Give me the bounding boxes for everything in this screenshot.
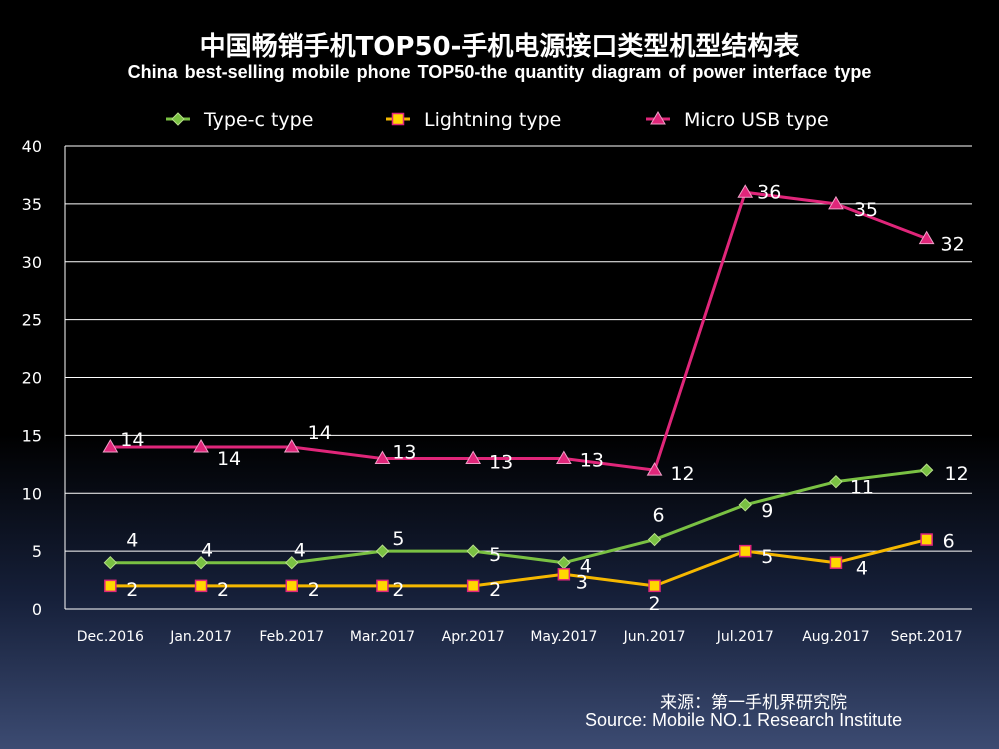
data-label-lightning: 2 xyxy=(489,579,501,601)
data-point-type-c xyxy=(829,474,843,489)
y-tick-label: 20 xyxy=(22,369,42,388)
data-label-micro-usb: 35 xyxy=(854,199,878,221)
legend-label-micro-usb: Micro USB type xyxy=(684,109,829,131)
chart-title: 中国畅销手机TOP50-手机电源接口类型机型结构表 xyxy=(199,32,800,62)
x-tick-label: Feb.2017 xyxy=(259,629,324,645)
data-label-type-c: 9 xyxy=(761,500,773,522)
data-point-micro-usb xyxy=(465,450,482,465)
data-label-lightning: 6 xyxy=(943,531,955,553)
data-point-lightning xyxy=(739,544,752,558)
legend-marker-lightning xyxy=(391,112,405,126)
data-point-micro-usb xyxy=(283,438,300,453)
data-label-lightning: 4 xyxy=(856,558,868,580)
data-point-type-c xyxy=(285,555,299,570)
data-label-lightning: 2 xyxy=(217,579,229,601)
x-tick-label: Apr.2017 xyxy=(442,629,505,645)
data-point-type-c xyxy=(375,544,390,558)
x-tick-label: Jan.2017 xyxy=(169,629,232,645)
y-tick-label: 10 xyxy=(22,484,42,503)
data-point-lightning xyxy=(648,579,661,593)
data-point-lightning xyxy=(466,579,480,593)
x-tick-label: Sept.2017 xyxy=(891,629,963,645)
legend-label-lightning: Lightning type xyxy=(424,109,561,131)
series-line-micro-usb xyxy=(110,190,928,472)
data-point-lightning xyxy=(829,556,843,569)
data-point-lightning xyxy=(920,533,933,546)
data-label-micro-usb: 14 xyxy=(217,448,241,470)
x-tick-label: Dec.2016 xyxy=(77,629,144,645)
data-label-type-c: 12 xyxy=(945,463,969,485)
data-point-micro-usb xyxy=(918,230,935,245)
data-point-lightning xyxy=(104,579,117,593)
data-point-micro-usb xyxy=(193,438,209,453)
data-point-micro-usb xyxy=(737,184,754,198)
y-tick-label: 35 xyxy=(22,195,42,214)
data-point-lightning xyxy=(557,568,571,581)
data-label-micro-usb: 13 xyxy=(580,450,604,472)
y-tick-label: 30 xyxy=(22,253,42,272)
data-label-micro-usb: 14 xyxy=(308,422,332,444)
y-tick-label: 0 xyxy=(32,600,42,619)
data-point-type-c xyxy=(738,498,752,512)
legend-label-type-c: Type-c type xyxy=(203,109,313,131)
series-line-lightning xyxy=(110,538,928,588)
y-tick-label: 40 xyxy=(22,137,42,156)
data-label-type-c: 4 xyxy=(580,556,592,578)
data-label-lightning: 3 xyxy=(576,571,588,593)
data-label-lightning: 5 xyxy=(761,546,773,568)
data-point-micro-usb xyxy=(828,195,844,210)
data-label-lightning: 2 xyxy=(392,579,404,601)
source-en: Source: Mobile NO.1 Research Institute xyxy=(585,710,903,730)
data-point-micro-usb xyxy=(646,462,663,476)
data-point-type-c xyxy=(919,463,934,477)
x-tick-label: Aug.2017 xyxy=(802,629,869,645)
source-cn: 来源：第一手机界研究院 xyxy=(660,693,847,713)
x-tick-label: May.2017 xyxy=(530,629,597,645)
legend-marker-micro-usb xyxy=(650,111,666,125)
data-label-micro-usb: 36 xyxy=(757,181,781,203)
data-point-type-c xyxy=(103,555,118,570)
data-point-lightning xyxy=(285,579,298,593)
series-line-type-c xyxy=(110,468,927,565)
x-tick-label: Jul.2017 xyxy=(716,629,774,645)
series-group xyxy=(102,184,935,593)
data-label-micro-usb: 13 xyxy=(489,452,513,474)
data-label-lightning: 2 xyxy=(308,579,320,601)
data-point-lightning xyxy=(194,579,208,593)
data-label-micro-usb: 14 xyxy=(120,429,144,451)
data-point-lightning xyxy=(376,579,389,593)
y-axis: 0 5 10 15 20 25 30 35 40 xyxy=(22,137,66,619)
y-tick-label: 5 xyxy=(32,542,42,561)
data-point-type-c xyxy=(557,555,571,570)
y-tick-label: 25 xyxy=(22,311,42,330)
data-point-type-c xyxy=(466,544,480,558)
x-tick-label: Mar.2017 xyxy=(350,629,415,645)
data-label-type-c: 5 xyxy=(392,528,404,550)
data-label-lightning: 2 xyxy=(126,579,138,601)
data-point-micro-usb xyxy=(374,450,391,465)
data-label-type-c: 6 xyxy=(653,505,665,527)
legend-marker-type-c xyxy=(171,112,185,126)
data-label-micro-usb: 13 xyxy=(392,442,416,464)
data-label-type-c: 4 xyxy=(126,530,138,552)
data-point-type-c xyxy=(194,555,208,570)
legend: Type-c type Lightning type Micro USB type xyxy=(166,109,829,131)
data-label-lightning: 2 xyxy=(649,593,661,615)
data-label-type-c: 11 xyxy=(850,477,874,499)
data-label-micro-usb: 32 xyxy=(941,234,965,256)
line-chart: Type-c type Lightning type Micro USB type … xyxy=(22,109,972,645)
x-axis: Dec.2016 Jan.2017 Feb.2017 Mar.2017 Apr.2017… xyxy=(65,608,972,645)
chart-subtitle: China best-selling mobile phone TOP50-th… xyxy=(127,62,872,82)
data-point-micro-usb xyxy=(102,438,119,453)
data-label-type-c: 5 xyxy=(489,544,501,566)
y-tick-label: 15 xyxy=(22,426,42,445)
data-label-type-c: 4 xyxy=(294,540,306,562)
data-point-type-c xyxy=(647,532,662,547)
data-label-type-c: 4 xyxy=(201,540,213,562)
x-tick-label: Jun.2017 xyxy=(623,629,686,645)
data-point-micro-usb xyxy=(555,450,572,465)
data-label-micro-usb: 12 xyxy=(670,463,694,485)
